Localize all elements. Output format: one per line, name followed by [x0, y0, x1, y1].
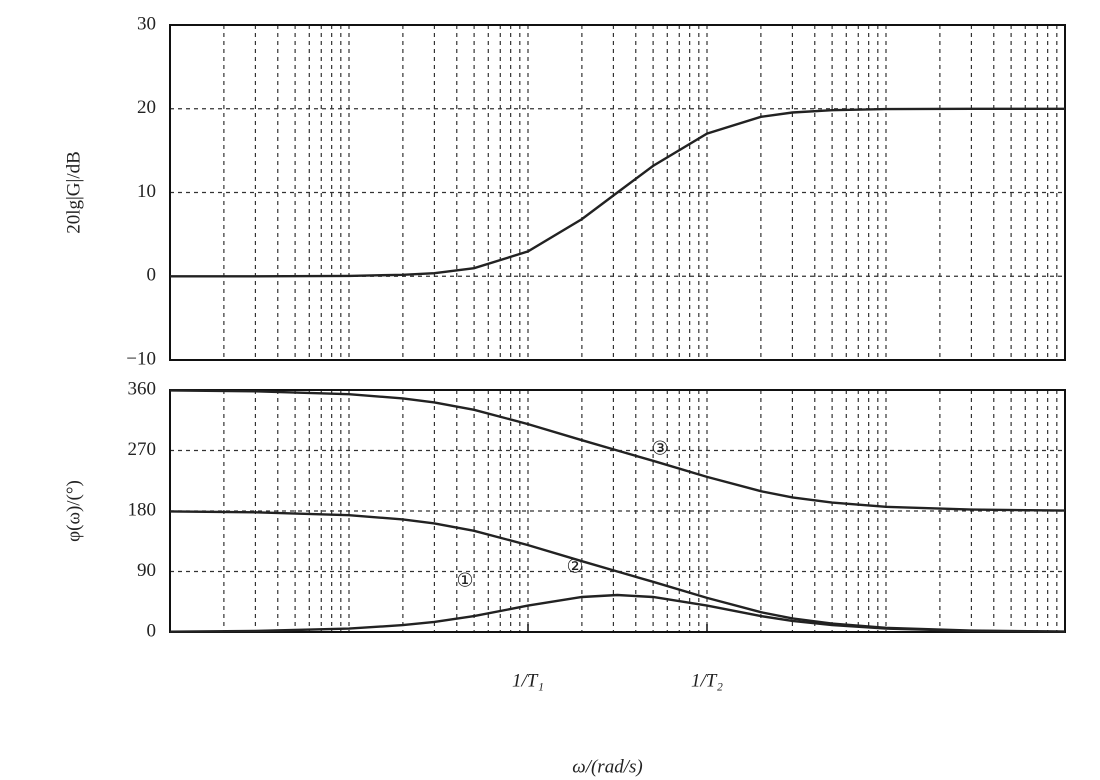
curve-label: ②: [566, 556, 583, 577]
y-tick-label: −10: [126, 348, 156, 369]
x-axis-label: ω/(rad/s): [572, 756, 642, 777]
line-series: [170, 107, 1065, 278]
plot-frame: [169, 24, 1066, 361]
y-axis-label: 20lg|G|/dB: [63, 151, 84, 234]
curve-label: ①: [456, 570, 473, 591]
x-tick-label: 1/T₂: [691, 670, 723, 691]
y-tick-label: 360: [128, 378, 157, 399]
y-tick-label: 10: [137, 181, 156, 202]
y-tick-label: 0: [147, 265, 157, 286]
y-tick-label: 0: [147, 620, 157, 641]
line-series: [169, 510, 1066, 633]
line-series: [169, 389, 1066, 512]
plot-frame: [169, 389, 1066, 633]
y-tick-label: 90: [137, 560, 156, 581]
y-tick-label: 20: [137, 97, 156, 118]
x-tick-label: 1/T₁: [512, 670, 544, 691]
line-series: [169, 593, 1066, 633]
y-tick-label: 30: [137, 13, 156, 34]
y-tick-label: 180: [128, 499, 157, 520]
curve-label: ③: [651, 438, 668, 459]
y-tick-label: 270: [128, 439, 157, 460]
y-axis-label: φ(ω)/(°): [63, 480, 84, 542]
